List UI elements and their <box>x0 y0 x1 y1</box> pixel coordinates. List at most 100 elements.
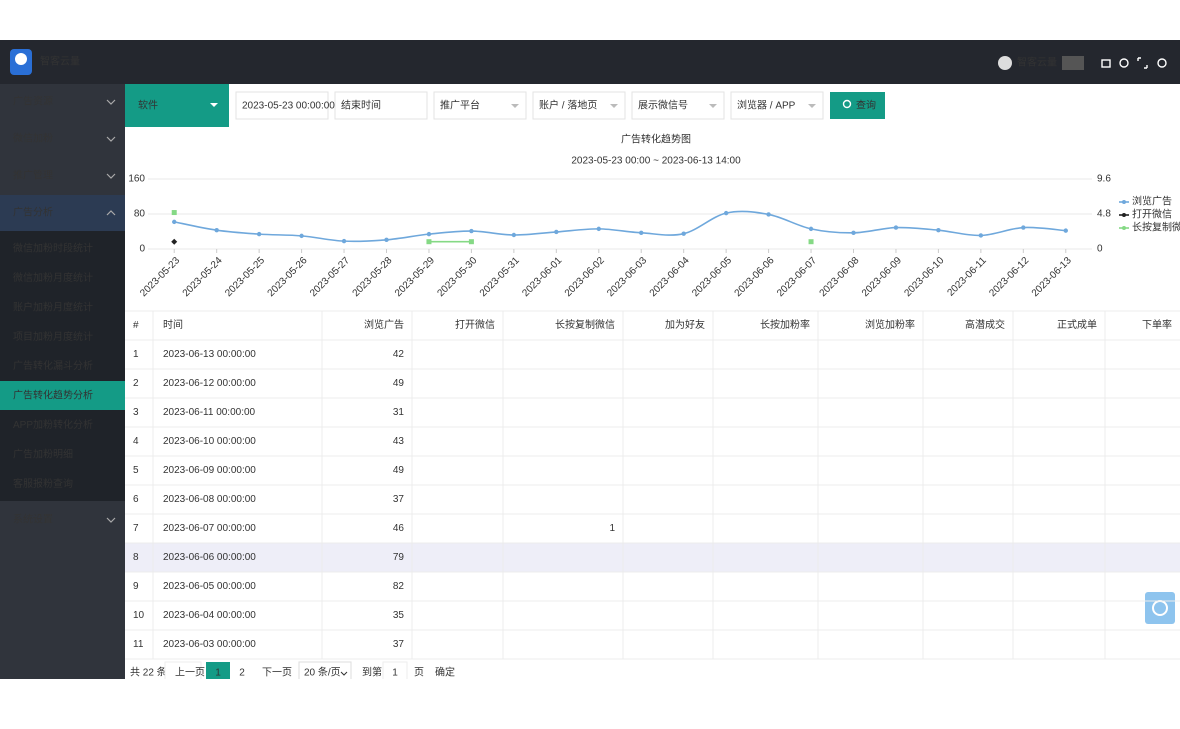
column-header: 打开微信 <box>455 318 495 331</box>
table-cell: 2023-06-08 00:00:00 <box>163 494 256 505</box>
menu-item[interactable]: 推广管理 <box>13 169 53 182</box>
page-button[interactable] <box>206 662 230 684</box>
filter-text: 展示微信号 <box>638 99 688 112</box>
table-cell: 46 <box>393 523 405 534</box>
menu-item[interactable]: 微信加粉 <box>13 132 53 145</box>
support-button[interactable] <box>1145 592 1175 624</box>
table-cell: 43 <box>393 436 405 447</box>
submenu-item[interactable]: 微信加粉月度统计 <box>13 271 93 284</box>
header-icons <box>1101 57 1167 69</box>
point <box>469 228 474 234</box>
table-cell: 7 <box>133 523 139 534</box>
point <box>1063 228 1068 233</box>
table-cell: 37 <box>393 639 405 650</box>
point <box>341 238 347 244</box>
app-background <box>0 40 1180 680</box>
bottom-blank <box>0 679 1180 729</box>
submenu-item[interactable]: 项目加粉月度统计 <box>13 330 93 343</box>
table-cell: 79 <box>393 552 405 563</box>
table-cell: 1 <box>609 523 615 534</box>
filter-input[interactable] <box>532 91 626 120</box>
table-cell: 2023-06-05 00:00:00 <box>163 581 256 592</box>
filter-input[interactable] <box>631 91 725 120</box>
table-cell: 49 <box>393 378 405 389</box>
point <box>1021 225 1026 230</box>
user-blur <box>1062 56 1084 70</box>
chevron <box>106 173 116 179</box>
filter-text: 结束时间 <box>341 99 381 112</box>
submenu-item[interactable]: APP加粉转化分析 <box>13 418 93 431</box>
column-header: 浏览广告 <box>364 318 404 331</box>
dropdown-arrow <box>610 104 618 108</box>
point <box>468 239 474 245</box>
lock-icon[interactable] <box>1101 59 1111 68</box>
chart-title: 广告转化趋势图 <box>621 133 691 146</box>
page-size[interactable]: 20 条/页 <box>304 666 341 679</box>
submenu-item[interactable]: 客服报粉查询 <box>13 477 73 490</box>
chevron <box>106 99 116 105</box>
y-tick-label: 80 <box>134 209 146 220</box>
column-header: 长按复制微信 <box>555 318 615 331</box>
fullscreen-icon[interactable] <box>1137 57 1148 69</box>
chevron <box>106 210 116 216</box>
avatar[interactable] <box>998 56 1012 70</box>
point <box>299 233 304 239</box>
submenu-item[interactable]: 广告加粉明细 <box>13 447 73 460</box>
filter-text: 推广平台 <box>440 99 480 112</box>
table-cell: 5 <box>133 465 139 476</box>
filter-input[interactable] <box>433 91 527 120</box>
category-select[interactable] <box>125 84 229 127</box>
filter-input[interactable] <box>730 91 824 120</box>
table-cell: 49 <box>393 465 405 476</box>
submenu-background <box>0 231 125 501</box>
dropdown-arrow <box>511 104 519 108</box>
point <box>426 231 432 237</box>
logout-icon[interactable] <box>1157 58 1167 68</box>
dropdown-arrow <box>210 103 218 107</box>
dropdown-arrow <box>709 104 717 108</box>
legend-label[interactable]: 打开微信 <box>1132 208 1172 221</box>
filter-text: 账户 / 落地页 <box>539 99 597 112</box>
page-number[interactable]: 2 <box>239 668 245 679</box>
submenu-item[interactable]: 广告转化趋势分析 <box>13 389 93 402</box>
table-cell: 9 <box>133 581 139 592</box>
y-tick-label: 0 <box>139 244 145 255</box>
filter-input[interactable] <box>334 91 428 120</box>
point <box>978 233 984 238</box>
point <box>214 227 219 233</box>
filter-text: 2023-05-23 00:00:00 <box>242 101 335 112</box>
chevron <box>106 517 116 523</box>
menu-item[interactable]: 系统设置 <box>13 513 53 526</box>
page-total: 共 22 条 <box>130 666 167 679</box>
search-icon <box>842 99 852 109</box>
legend-label[interactable]: 长按复制微信 <box>1132 221 1180 234</box>
table-cell: 2023-06-12 00:00:00 <box>163 378 256 389</box>
submenu-active <box>0 381 125 410</box>
y2-tick-label: 9.6 <box>1097 174 1111 185</box>
legend-label[interactable]: 浏览广告 <box>1132 195 1172 208</box>
page-goto: 到第 <box>362 666 382 679</box>
point <box>426 239 432 245</box>
brand: 智客云量 <box>40 55 80 68</box>
search-button[interactable] <box>830 92 885 119</box>
page-confirm[interactable]: 确定 <box>435 666 455 679</box>
table-cell: 31 <box>393 407 405 418</box>
page-prev[interactable]: 上一页 <box>175 667 205 679</box>
dropdown-arrow <box>340 671 348 676</box>
refresh-icon[interactable] <box>1119 58 1129 68</box>
menu-item[interactable]: 广告分析 <box>13 206 53 219</box>
table-cell: 2023-06-09 00:00:00 <box>163 465 256 476</box>
menu-item[interactable]: 广告资源 <box>13 95 53 108</box>
point <box>681 231 686 236</box>
point <box>171 238 178 245</box>
filter-input[interactable] <box>235 91 329 120</box>
category-label[interactable]: 软件 <box>138 99 158 112</box>
column-header: 正式成单 <box>1057 318 1097 331</box>
submenu-item[interactable]: 微信加粉时段统计 <box>13 242 93 255</box>
dropdown-arrow <box>808 104 816 108</box>
page-next[interactable]: 下一页 <box>262 667 292 679</box>
submenu-item[interactable]: 广告转化漏斗分析 <box>13 359 93 372</box>
submenu-item[interactable]: 账户加粉月度统计 <box>13 300 93 313</box>
page-number[interactable]: 1 <box>215 668 221 679</box>
